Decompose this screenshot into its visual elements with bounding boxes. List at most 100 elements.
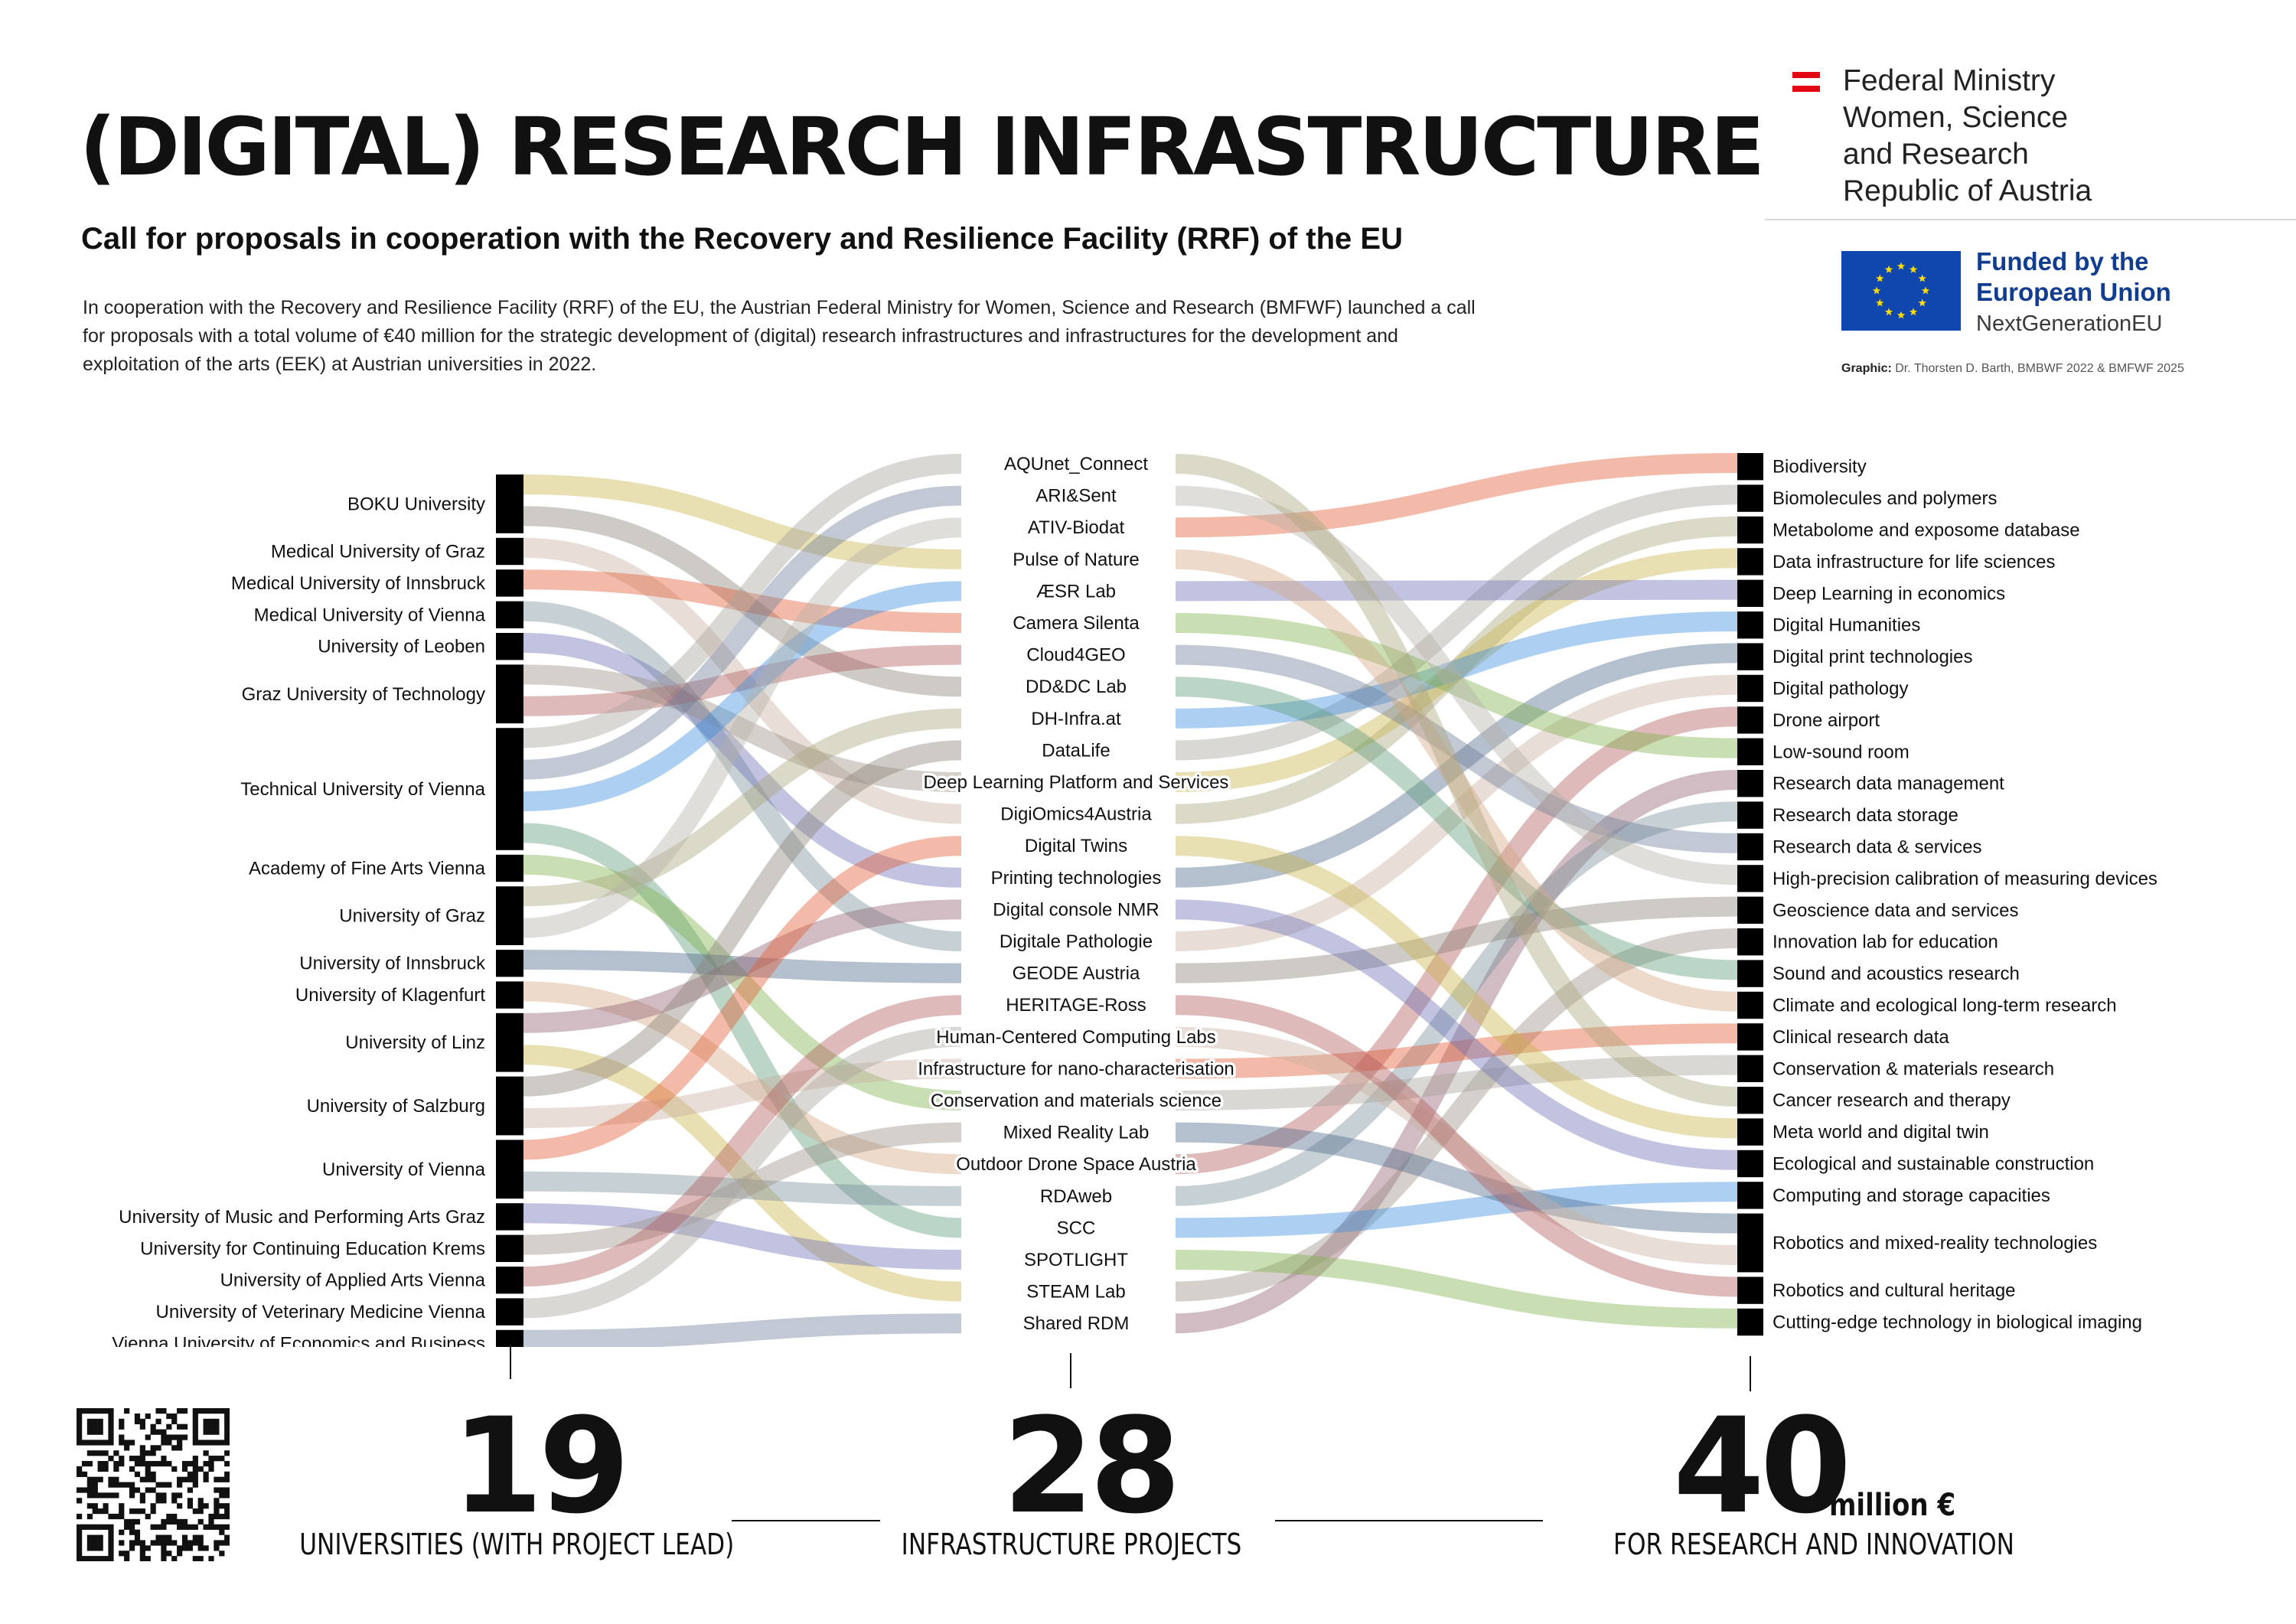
flow-link-university-project — [523, 1122, 962, 1255]
qr-module — [145, 1450, 151, 1456]
university-label: University of Music and Performing Arts … — [119, 1207, 485, 1228]
topic-node — [1737, 1118, 1763, 1146]
qr-module — [129, 1466, 135, 1472]
topic-node — [1737, 896, 1763, 924]
flow-link-university-project — [523, 899, 962, 1033]
project-label: Camera Silenta — [1013, 613, 1140, 634]
qr-module — [113, 1513, 119, 1520]
qr-module — [124, 1408, 130, 1414]
qr-module — [108, 1456, 114, 1462]
qr-module — [214, 1476, 220, 1482]
qr-module — [192, 1476, 198, 1482]
qr-module — [92, 1556, 98, 1562]
qr-module — [150, 1503, 156, 1509]
flow-link-university-project — [523, 537, 962, 824]
qr-module — [197, 1518, 204, 1525]
qr-module — [208, 1513, 214, 1520]
university-label: BOKU University — [347, 494, 485, 514]
qr-module — [187, 1498, 194, 1504]
qr-module — [161, 1434, 167, 1440]
qr-module — [208, 1524, 214, 1530]
qr-module — [77, 1487, 83, 1493]
flow-link-project-topic — [1175, 579, 1738, 602]
flow-link-university-project — [523, 823, 962, 1238]
topic-label: Innovation lab for education — [1773, 932, 1998, 953]
flow-link-project-topic — [1175, 836, 1738, 1139]
flow-link-project-topic — [1175, 1182, 1738, 1238]
qr-module — [155, 1445, 161, 1451]
eu-star-icon — [1909, 265, 1918, 273]
qr-module — [103, 1503, 109, 1509]
qr-module — [92, 1423, 98, 1430]
qr-module — [203, 1450, 209, 1456]
qr-module — [108, 1513, 114, 1520]
stat-tick — [1750, 1356, 1751, 1391]
project-label: GEODE Austria — [1013, 964, 1140, 984]
flow-link-project-topic — [1175, 706, 1738, 1175]
flow-link-university-project — [523, 633, 962, 888]
topic-node — [1737, 1055, 1763, 1082]
qr-module — [224, 1418, 230, 1424]
qr-module — [86, 1513, 93, 1520]
qr-module — [214, 1524, 220, 1530]
qr-module — [192, 1418, 198, 1424]
qr-module — [150, 1540, 156, 1546]
topic-node — [1737, 928, 1763, 956]
eu-funding-text: Funded by the European Union NextGenerat… — [1976, 246, 2171, 340]
qr-module — [187, 1471, 194, 1477]
eu-star-icon — [1918, 274, 1926, 282]
qr-module — [177, 1482, 183, 1488]
flow-link-university-project — [523, 854, 962, 1110]
qr-module — [219, 1524, 225, 1530]
qr-code[interactable] — [77, 1408, 230, 1565]
qr-module — [192, 1508, 198, 1515]
qr-module — [181, 1540, 188, 1546]
ministry-line: Federal Ministry — [1843, 64, 2056, 97]
university-label: University of Leoben — [318, 637, 485, 657]
graphic-credit: Graphic: Dr. Thorsten D. Barth, BMBWF 20… — [1841, 362, 2184, 376]
qr-module — [171, 1466, 178, 1472]
qr-module — [192, 1524, 198, 1530]
eu-star-icon — [1918, 298, 1926, 307]
project-label: Printing technologies — [991, 868, 1162, 889]
qr-module — [134, 1487, 141, 1493]
topic-node — [1737, 579, 1763, 607]
university-node — [496, 601, 523, 628]
qr-module — [192, 1556, 198, 1562]
flow-link-project-topic — [1175, 484, 1738, 761]
qr-module — [219, 1540, 225, 1546]
stat-funding-number: 40 — [1673, 1389, 1851, 1543]
qr-module — [81, 1524, 88, 1530]
qr-module — [192, 1408, 198, 1414]
project-label: Digital Twins — [1025, 836, 1127, 856]
university-node — [496, 950, 523, 977]
qr-module — [124, 1524, 130, 1530]
project-label: Infrastructure for nano-characterisation — [918, 1058, 1234, 1079]
flow-link-university-project — [523, 981, 962, 1175]
flow-link-project-topic — [1175, 643, 1738, 888]
flow-link-project-topic — [1175, 770, 1738, 1334]
qr-module — [224, 1503, 230, 1509]
qr-module — [81, 1487, 88, 1493]
qr-module — [150, 1471, 156, 1477]
eu-funded-line: Funded by the — [1976, 247, 2149, 276]
university-label: Vienna University of Economics and Busin… — [112, 1334, 485, 1348]
qr-module — [81, 1440, 88, 1446]
qr-module — [171, 1556, 178, 1562]
flow-link-project-topic — [1175, 1026, 1738, 1265]
topic-label: Meta world and digital twin — [1773, 1122, 1989, 1143]
qr-module — [166, 1434, 172, 1440]
project-label: Cloud4GEO — [1026, 645, 1125, 666]
topic-node — [1737, 484, 1763, 512]
topic-node — [1737, 643, 1763, 670]
qr-module — [161, 1429, 167, 1435]
qr-module — [119, 1482, 125, 1488]
university-label: Technical University of Vienna — [240, 779, 485, 800]
flow-link-project-topic — [1175, 516, 1738, 824]
qr-module — [203, 1418, 209, 1424]
qr-module — [203, 1471, 209, 1477]
qr-module — [192, 1456, 198, 1462]
qr-module — [192, 1434, 198, 1440]
qr-module — [139, 1556, 145, 1562]
qr-module — [197, 1503, 204, 1509]
